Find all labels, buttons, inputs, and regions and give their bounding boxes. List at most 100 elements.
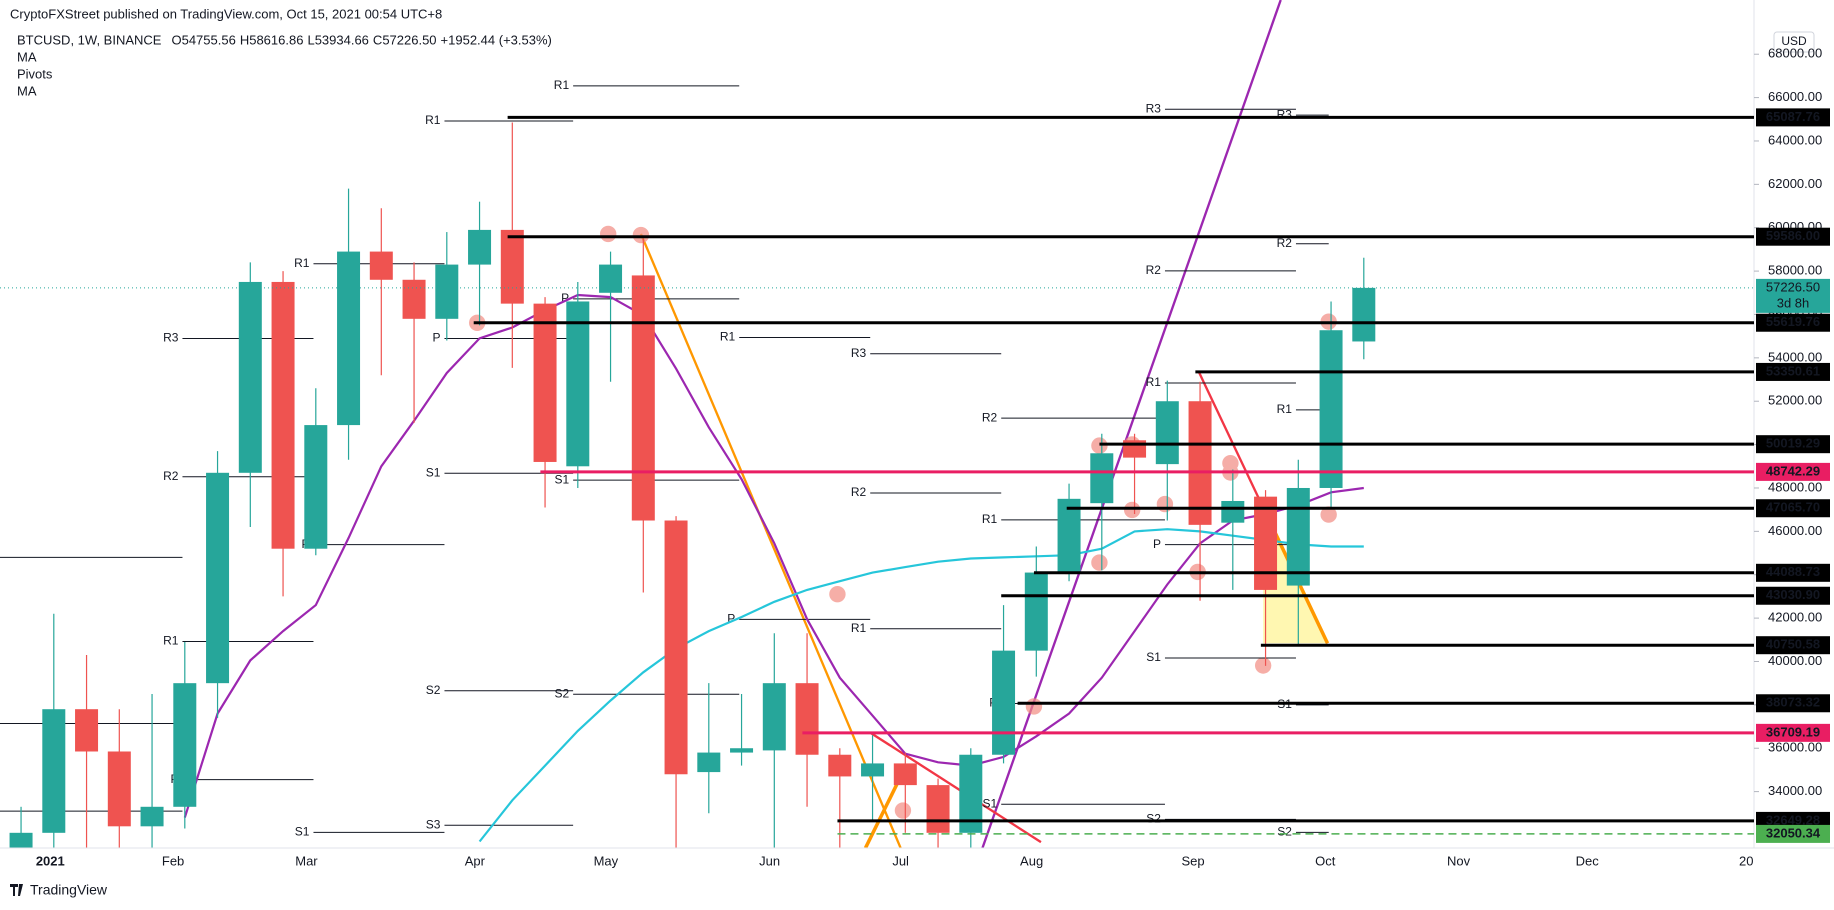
candle-body bbox=[435, 264, 459, 319]
pivot-label: S2 bbox=[554, 686, 569, 700]
candle-body bbox=[893, 763, 917, 786]
pivot-label: S1 bbox=[1146, 650, 1161, 664]
candle-body bbox=[9, 832, 33, 848]
pivot-label: R2 bbox=[1146, 263, 1162, 277]
candle-body bbox=[828, 754, 852, 777]
level-label-box bbox=[1756, 723, 1830, 742]
candle-body bbox=[992, 650, 1016, 755]
pivot-label: R1 bbox=[982, 512, 998, 526]
level-label: 59586.00 bbox=[1766, 228, 1820, 243]
candle-body bbox=[795, 683, 819, 755]
x-tick-label: 20 bbox=[1739, 853, 1753, 868]
level-label-box bbox=[1756, 586, 1830, 605]
ohlc-key: H bbox=[240, 32, 249, 47]
candle-body bbox=[140, 806, 164, 827]
x-tick-label: Dec bbox=[1576, 853, 1600, 868]
pivot-label: S3 bbox=[426, 817, 441, 831]
pivot-label: P bbox=[1153, 537, 1161, 551]
candle-body bbox=[238, 281, 262, 473]
currency-box[interactable] bbox=[1773, 31, 1815, 53]
candle-body bbox=[1319, 330, 1343, 488]
currency[interactable]: USD bbox=[1781, 34, 1807, 48]
pivot-label: P bbox=[432, 331, 440, 345]
y-tick-label: 58000.00 bbox=[1768, 263, 1822, 278]
pivot-label: R3 bbox=[1277, 107, 1293, 121]
candle-body bbox=[566, 301, 590, 467]
ohlc-value: 54755.56 bbox=[182, 32, 236, 47]
level-label-box bbox=[1756, 499, 1830, 518]
last-price-box bbox=[1756, 278, 1830, 313]
level-label: 32050.34 bbox=[1766, 825, 1821, 840]
y-tick-label: 48000.00 bbox=[1768, 479, 1822, 494]
y-tick-label: 46000.00 bbox=[1768, 523, 1822, 538]
publisher: CryptoFXStreet published on TradingView.… bbox=[10, 6, 442, 21]
pivot-label: R1 bbox=[425, 113, 441, 127]
pivot-label: R1 bbox=[163, 634, 179, 648]
level-label: 55619.76 bbox=[1766, 314, 1820, 329]
level-label-box bbox=[1756, 636, 1830, 655]
ohlc-key: L bbox=[307, 32, 314, 47]
pivot-label: R3 bbox=[851, 346, 867, 360]
y-tick-label: 64000.00 bbox=[1768, 132, 1822, 147]
level-label: 38073.32 bbox=[1766, 695, 1820, 710]
candle-body bbox=[697, 752, 721, 773]
candle-body bbox=[926, 785, 950, 833]
pivot-label: S2 bbox=[426, 683, 441, 697]
level-label: 40750.58 bbox=[1766, 637, 1820, 652]
candle-body bbox=[173, 683, 197, 807]
candle-body bbox=[75, 709, 99, 752]
pivot-label: R2 bbox=[1277, 236, 1293, 250]
candle-body bbox=[1254, 496, 1278, 590]
level-label-box bbox=[1756, 108, 1830, 127]
candle-body bbox=[107, 751, 131, 827]
pivot-label: S2 bbox=[1277, 825, 1292, 839]
level-label: 48742.29 bbox=[1766, 463, 1820, 478]
pivot-label: R2 bbox=[163, 469, 179, 483]
candle-body bbox=[631, 275, 655, 521]
level-label-box bbox=[1756, 435, 1830, 454]
level-label: 44088.73 bbox=[1766, 564, 1820, 579]
pivot-label: R1 bbox=[1277, 402, 1293, 416]
x-tick-label: Sep bbox=[1181, 853, 1204, 868]
level-label: 65087.76 bbox=[1766, 109, 1820, 124]
indicator: MA bbox=[17, 49, 37, 64]
plot: R1 R1 R1 R3 R2 R1 P S1 P S1 S2 S3 P S1 S2 R1 P R3 R2 R1 S1 R2… bbox=[0, 78, 1754, 848]
y-tick-label: 68000.00 bbox=[1768, 46, 1822, 61]
candle-body bbox=[468, 229, 492, 265]
pivot-label: S2 bbox=[1146, 812, 1161, 826]
candle-body bbox=[959, 754, 983, 833]
level-label-box bbox=[1756, 227, 1830, 246]
candle-body bbox=[1188, 401, 1212, 525]
candle-body bbox=[730, 748, 754, 753]
pivot-label: R1 bbox=[720, 330, 736, 344]
level-label-box bbox=[1756, 313, 1830, 332]
candle-body bbox=[762, 683, 786, 751]
level-label: 50019.29 bbox=[1766, 436, 1820, 451]
ohlc-key: C bbox=[373, 32, 382, 47]
level-label-box bbox=[1756, 462, 1830, 481]
candle-body bbox=[861, 763, 885, 777]
trend-line bbox=[1273, 531, 1330, 645]
level-label: 36709.19 bbox=[1766, 724, 1820, 739]
candle-body bbox=[1024, 572, 1048, 651]
level-label: 53350.61 bbox=[1766, 363, 1820, 378]
countdown: 3d 8h bbox=[1777, 295, 1810, 310]
candle-body bbox=[1352, 287, 1376, 342]
candle-body bbox=[369, 251, 393, 280]
candle-body bbox=[304, 425, 328, 549]
candle-body bbox=[1090, 453, 1114, 504]
x-tick-label: Jun bbox=[759, 853, 780, 868]
trend-line bbox=[870, 732, 1042, 844]
level-label-box bbox=[1756, 824, 1830, 843]
pivot-label: P bbox=[727, 612, 735, 626]
candle-body bbox=[500, 229, 524, 304]
level-label: 32649.28 bbox=[1766, 812, 1820, 827]
candle-body bbox=[599, 264, 623, 293]
y-tick-label: 34000.00 bbox=[1768, 783, 1822, 798]
pivot-label: R2 bbox=[851, 485, 867, 499]
candle-body bbox=[402, 279, 426, 319]
candle-body bbox=[1155, 401, 1179, 465]
x-tick-label: 2021 bbox=[36, 853, 65, 868]
x-tick-label: Aug bbox=[1020, 853, 1043, 868]
